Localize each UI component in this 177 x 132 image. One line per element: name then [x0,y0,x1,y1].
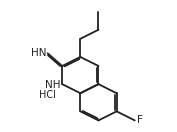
Text: NH: NH [45,80,60,90]
Text: HN: HN [31,48,46,58]
Text: F: F [137,115,143,125]
Text: HCl: HCl [39,90,55,100]
